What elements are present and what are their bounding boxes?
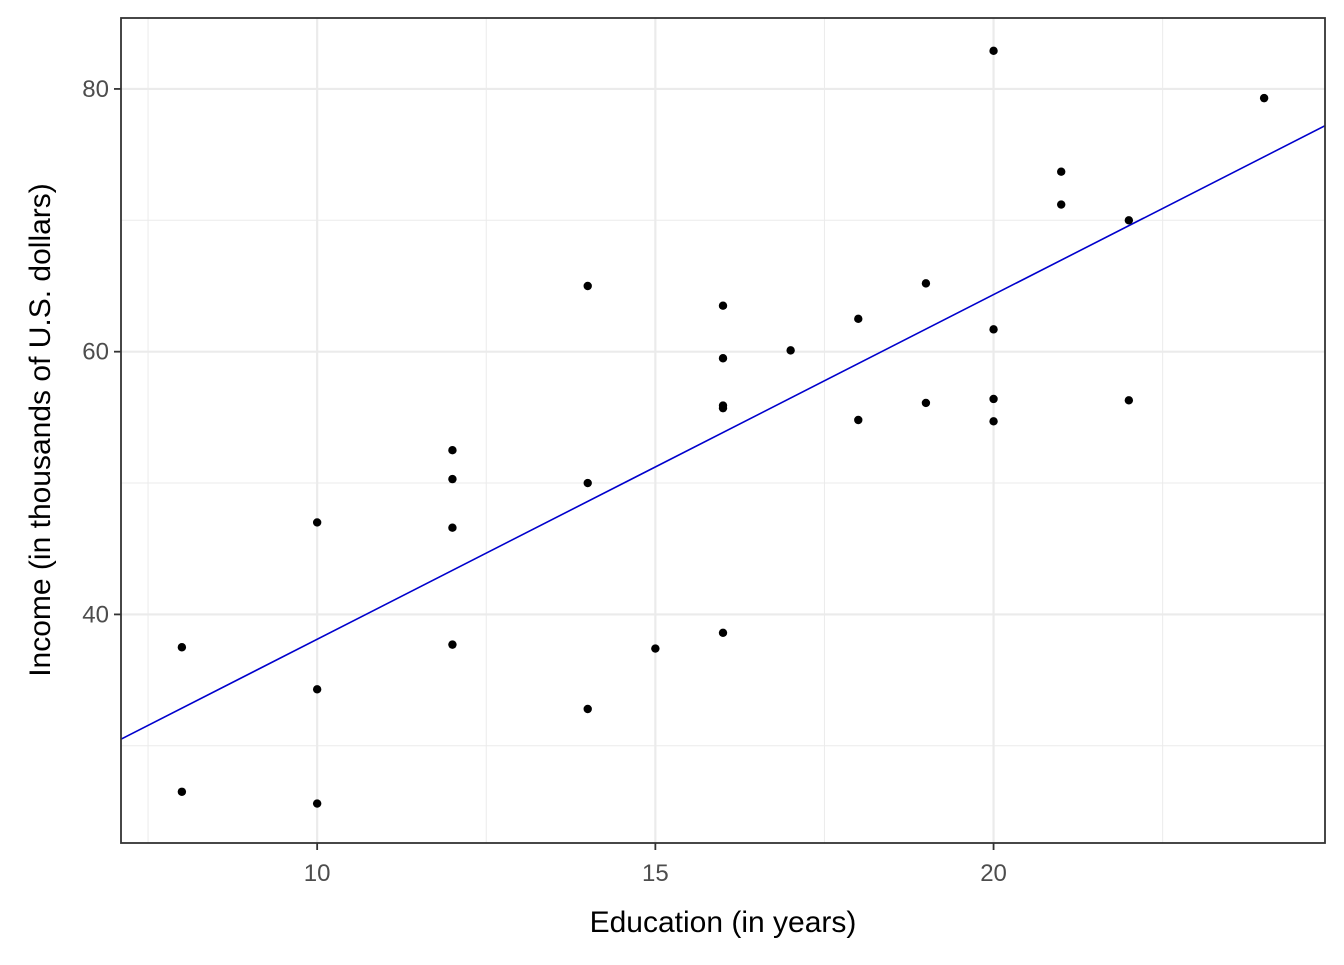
minor-gridlines [121,18,1325,843]
data-point [177,787,187,796]
x-axis-title: Education (in years) [590,906,857,939]
data-point [1057,200,1066,209]
data-point [1124,216,1134,225]
panel-border [120,17,1326,844]
data-point [718,301,728,310]
data-point [989,325,998,334]
data-point [1124,396,1134,405]
y-axis-ticks: 40 60 80 [82,76,121,628]
data-point [989,394,998,404]
y-tick-label: 80 [82,76,109,103]
data-point [651,644,660,653]
panel-background [121,18,1325,843]
data-point [312,685,322,694]
regression-line-layer [120,125,1326,740]
data-point [786,346,795,355]
data-point [583,704,592,714]
data-points [177,46,1269,808]
data-point [312,518,322,527]
data-point [448,474,457,484]
regression-line [120,125,1326,740]
x-tick-label: 20 [980,860,1007,887]
y-axis-title: Income (in thousands of U.S. dollars) [24,183,57,677]
data-point [1057,167,1066,176]
data-point [921,279,931,288]
data-point [854,415,863,425]
data-point [718,354,728,363]
major-gridlines [121,18,1325,843]
y-tick-label: 40 [82,601,109,628]
data-point [583,478,592,488]
data-point [854,314,863,324]
data-point [448,523,457,532]
data-point [921,398,931,408]
data-point [448,446,457,455]
data-point [718,403,728,413]
x-axis-ticks: 10 15 20 [304,843,1007,887]
x-tick-label: 15 [642,860,669,887]
data-point [989,417,998,426]
data-point [1259,93,1269,103]
data-point [989,46,998,56]
data-point [583,281,592,291]
x-tick-label: 10 [304,860,331,887]
y-tick-label: 60 [82,339,109,366]
data-point [177,643,187,652]
data-point [448,640,457,649]
data-point [718,628,728,638]
data-point [312,799,322,808]
